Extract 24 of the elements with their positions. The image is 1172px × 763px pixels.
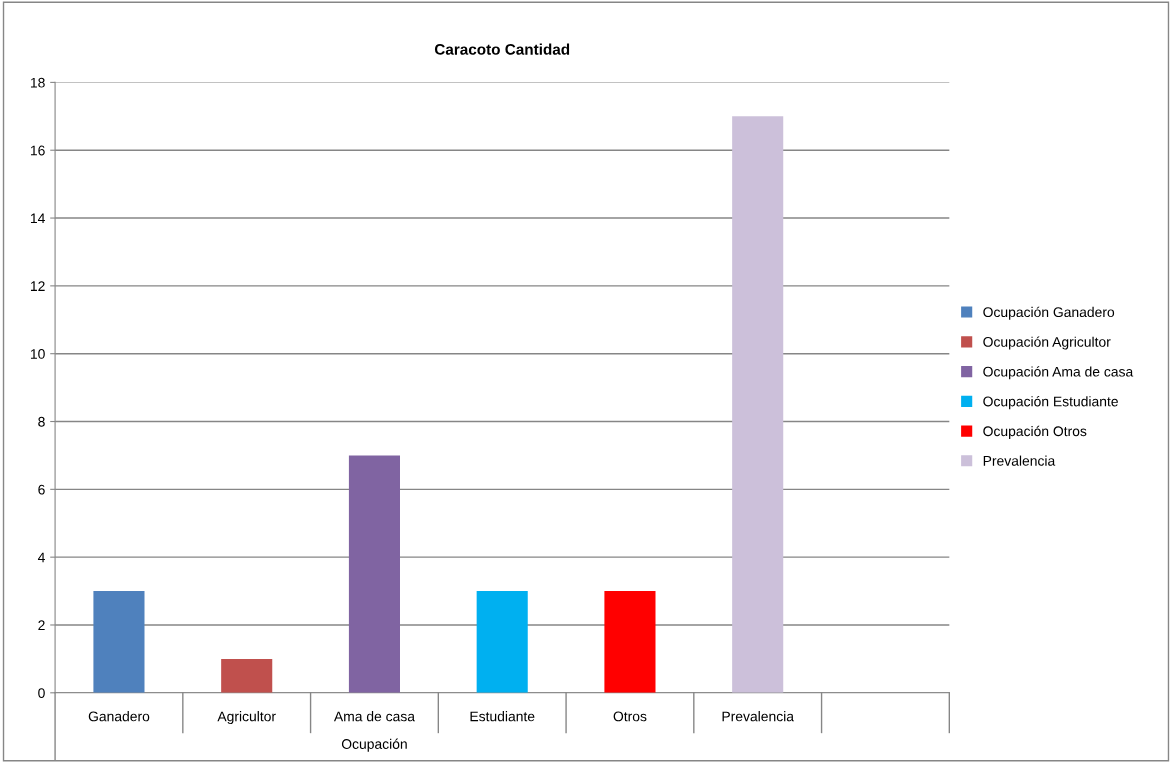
- x-tick-label: Ganadero: [88, 711, 150, 722]
- legend-label: Ocupación Agricultor: [983, 336, 1111, 350]
- x-tick-label: Estudiante: [470, 711, 535, 722]
- y-tick-label: 14: [30, 213, 45, 224]
- y-tick-label: 8: [38, 416, 45, 427]
- legend-label: Ocupación Estudiante: [983, 396, 1118, 410]
- x-tick-label: Ama de casa: [333, 711, 415, 722]
- x-tick-label: Agricultor: [217, 711, 276, 725]
- y-tick-label: 0: [38, 688, 45, 698]
- legend-label: Ocupación Ganadero: [983, 306, 1115, 320]
- y-tick-label: 2: [38, 620, 45, 631]
- text: Ocupación: [341, 738, 407, 752]
- y-tick-label: 10: [30, 349, 45, 359]
- chart-title: Caracoto Cantidad: [434, 43, 570, 55]
- y-tick-label: 18: [30, 77, 45, 88]
- x-tick-label: Prevalencia: [722, 711, 794, 722]
- legend-label: Ocupación Otros: [983, 425, 1087, 439]
- legend-label: Ocupación Ama de casa: [983, 366, 1134, 380]
- y-tick-label: 4: [37, 552, 45, 563]
- y-tick-label: 16: [30, 145, 45, 156]
- y-tick-label: 6: [38, 484, 45, 495]
- legend-label: Prevalencia: [983, 455, 1056, 466]
- x-tick-label: Otros: [613, 711, 647, 722]
- y-tick-label: 12: [30, 281, 45, 291]
